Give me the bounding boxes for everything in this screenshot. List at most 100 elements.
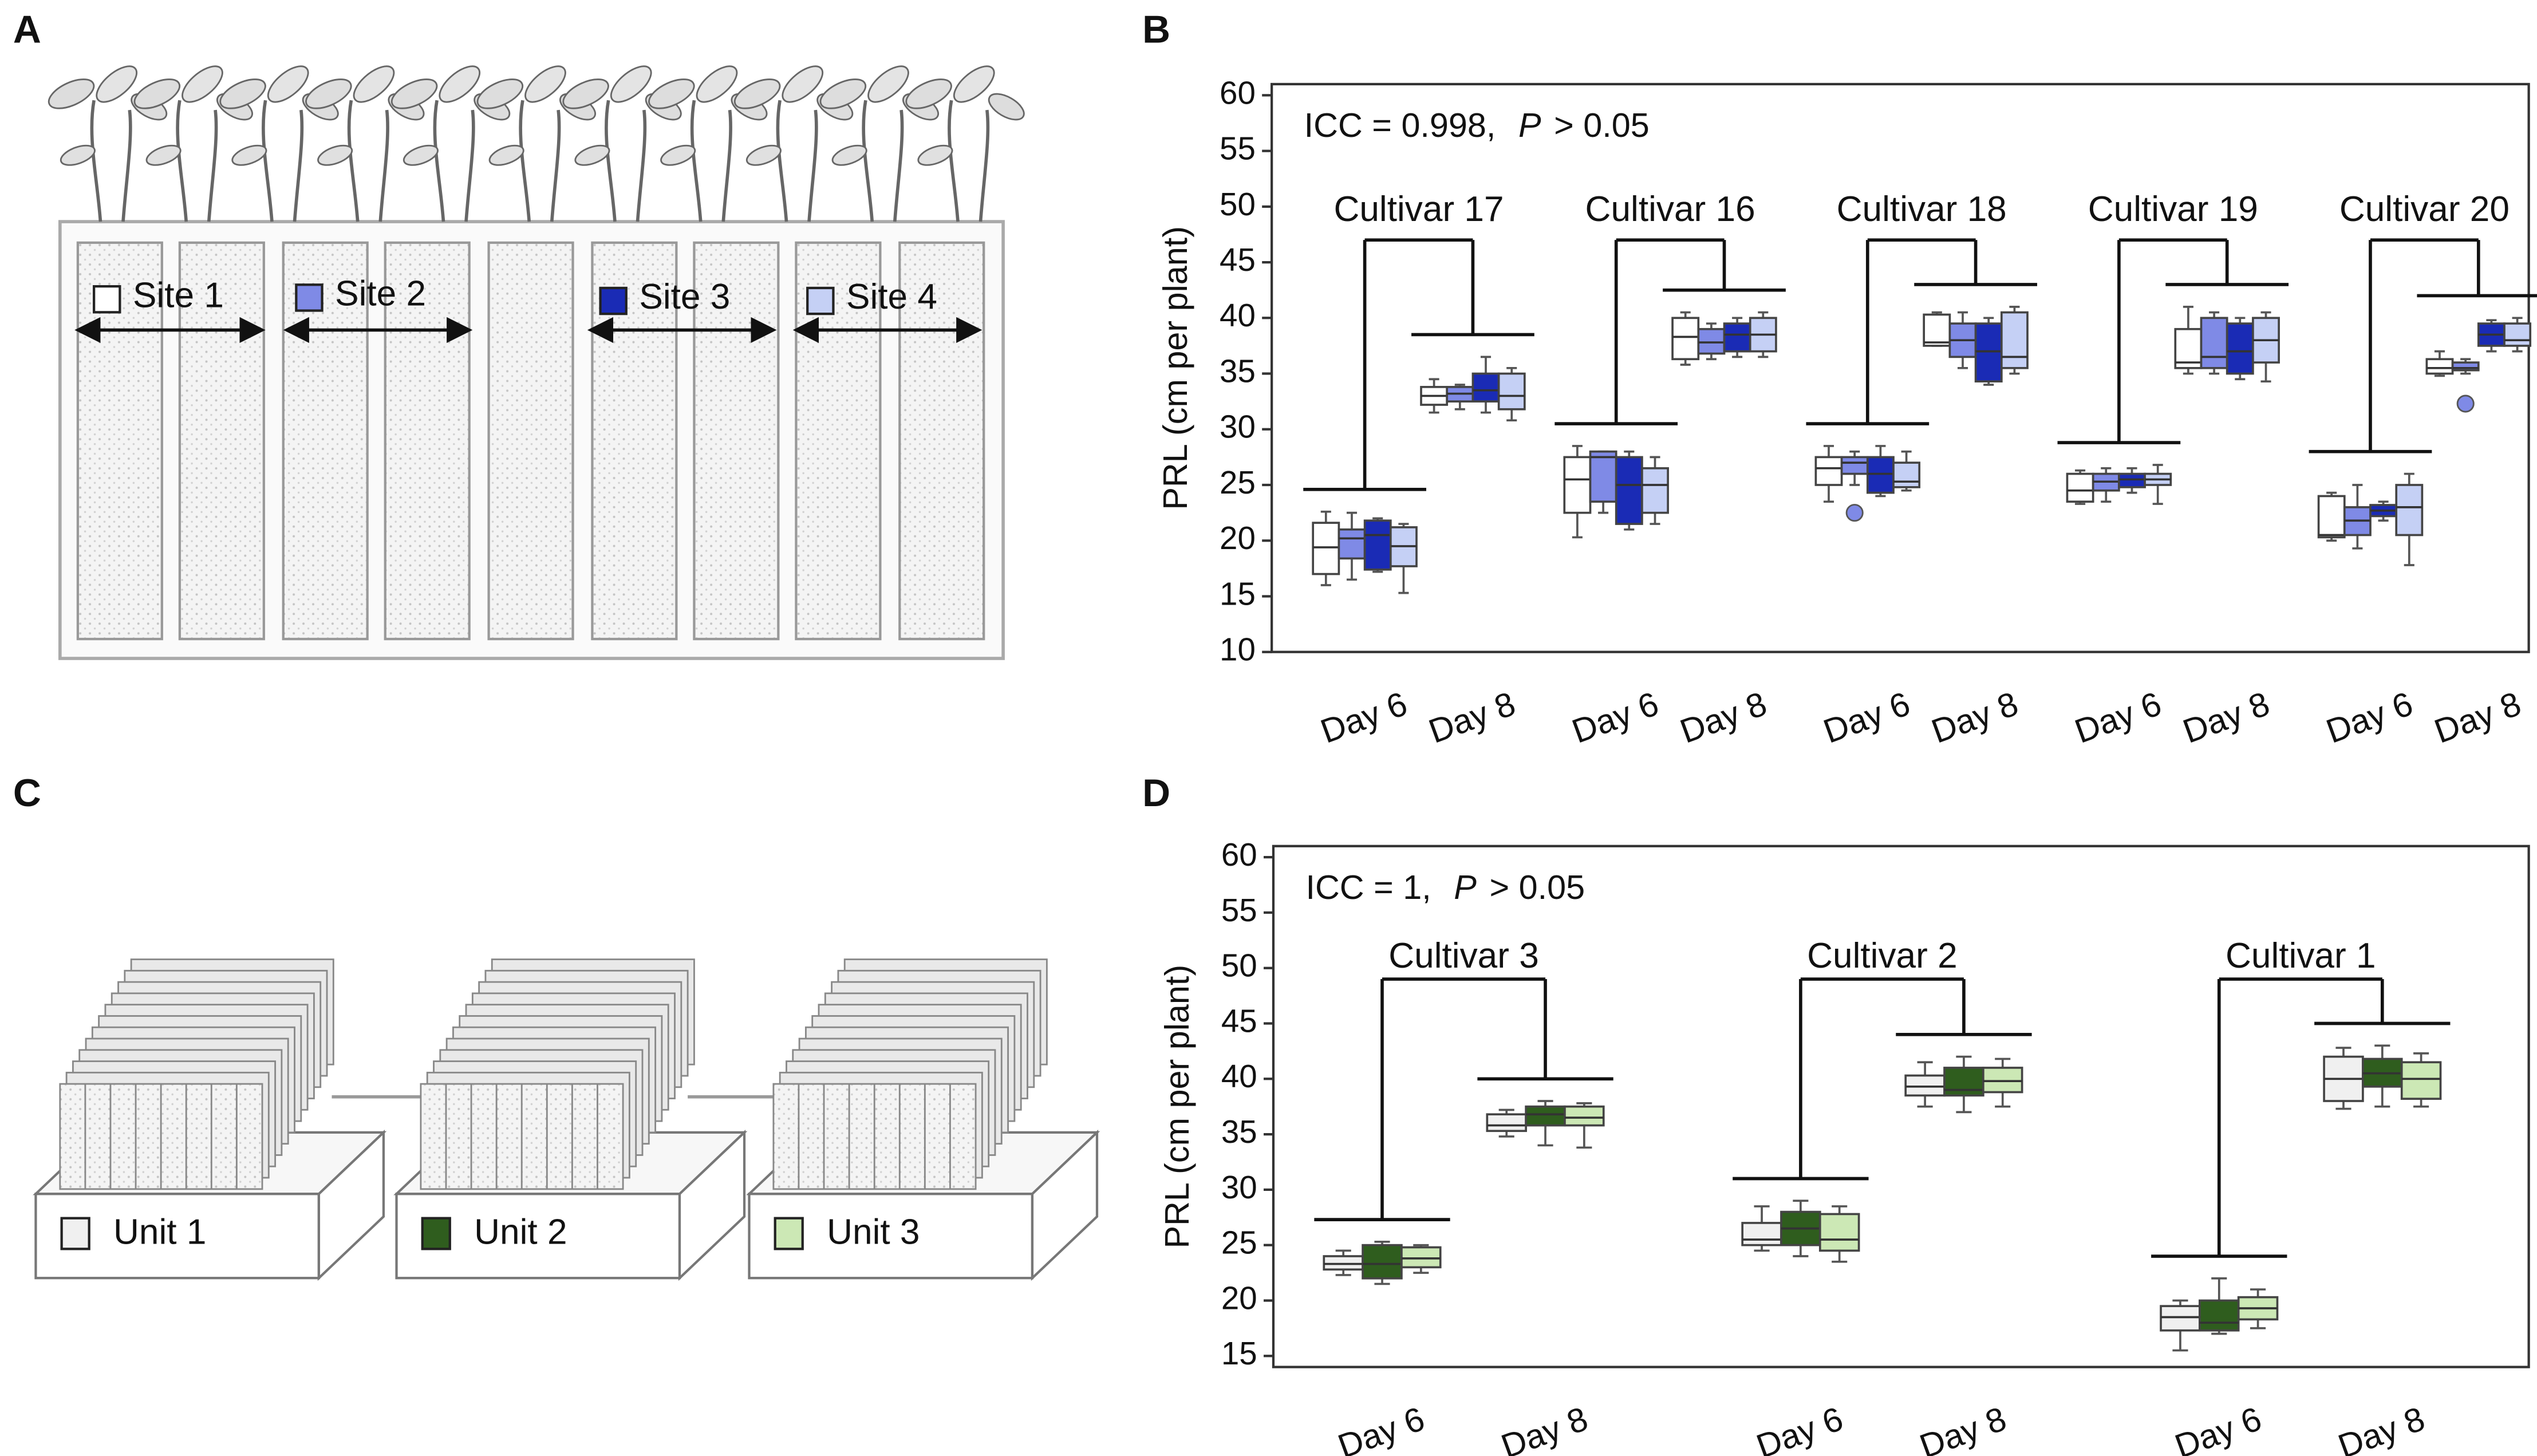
stem xyxy=(433,100,445,222)
legend-swatch xyxy=(295,283,323,312)
box-body xyxy=(1323,1255,1364,1271)
stem xyxy=(807,109,818,222)
p-text: > 0.05 xyxy=(1489,868,1585,906)
legend-swatch xyxy=(774,1217,804,1250)
x-tick-label: Day 8 xyxy=(1915,1399,2011,1456)
box xyxy=(1840,450,1869,522)
unit: Unit 1 xyxy=(33,958,387,1281)
stem xyxy=(347,100,360,222)
box-body xyxy=(1671,317,1700,361)
box-body xyxy=(1866,456,1895,494)
box xyxy=(1446,384,1474,411)
stem xyxy=(776,100,788,222)
box-body xyxy=(1589,450,1617,503)
unit: Unit 3 xyxy=(746,958,1100,1281)
leaf xyxy=(60,144,96,166)
y-tick-label: 45 xyxy=(1221,1003,1257,1039)
leaf xyxy=(476,78,524,109)
stem xyxy=(90,100,102,222)
bracket xyxy=(1314,977,1613,1221)
stat-annotation: ICC = 1, P > 0.05 xyxy=(1305,868,1585,906)
box-body xyxy=(1904,1074,1946,1097)
charts: 10 15 20 25 30 35 40 45 50 55 60 PRL (cm per plant)… xyxy=(1156,74,2537,1456)
root-column xyxy=(487,241,574,641)
seedling xyxy=(905,65,1025,222)
root-column xyxy=(384,241,471,641)
x-tick-label: Day 8 xyxy=(1423,684,1520,751)
box-body xyxy=(1563,456,1592,514)
legend-label: Site 2 xyxy=(335,274,426,313)
stem xyxy=(978,109,990,222)
x-tick-label: Day 6 xyxy=(1333,1399,1430,1456)
box-body xyxy=(1723,322,1751,353)
y-tick-label: 40 xyxy=(1221,1058,1257,1094)
box-body xyxy=(1974,322,2003,382)
y-tick-label: 40 xyxy=(1220,297,1256,333)
box xyxy=(1641,456,1669,525)
y-tick-label: 60 xyxy=(1220,74,1256,111)
box-body xyxy=(1982,1067,2023,1094)
box xyxy=(2395,472,2424,566)
box xyxy=(1337,511,1366,581)
root-column xyxy=(178,241,265,641)
leaf xyxy=(905,78,952,109)
box xyxy=(2425,350,2454,377)
outlier xyxy=(1845,504,1864,522)
leaf xyxy=(145,144,182,166)
stem xyxy=(550,109,561,222)
leaf xyxy=(831,144,867,166)
box-body xyxy=(2226,322,2254,375)
y-tick-label: 35 xyxy=(1220,353,1256,389)
box xyxy=(1615,450,1643,531)
x-tick-label: Day 6 xyxy=(1751,1399,1848,1456)
box-body xyxy=(1814,456,1843,486)
box-body xyxy=(1337,528,1366,560)
box-body xyxy=(1312,522,1340,575)
y-tick-label: 35 xyxy=(1221,1114,1257,1150)
tray-side xyxy=(678,1129,746,1281)
bracket xyxy=(1733,977,2032,1181)
leaf xyxy=(733,78,781,109)
leaf xyxy=(562,78,609,109)
stem xyxy=(690,100,703,222)
box-body xyxy=(1943,1067,1984,1097)
group-label: Cultivar 18 xyxy=(1837,190,2007,229)
stem xyxy=(293,109,304,222)
box xyxy=(1866,445,1895,498)
leaf xyxy=(524,65,566,103)
leaf xyxy=(353,65,395,103)
stat-annotation: ICC = 0.998, P > 0.05 xyxy=(1304,106,1650,144)
leaf xyxy=(231,144,267,166)
box xyxy=(2092,467,2120,503)
box xyxy=(2226,317,2254,381)
stem xyxy=(893,109,904,222)
box xyxy=(1948,311,1977,369)
box xyxy=(1471,356,1500,414)
y-tick-label: 10 xyxy=(1220,632,1256,668)
y-axis-label: PRL (cm per plant) xyxy=(1158,965,1196,1249)
tray-side xyxy=(317,1129,385,1281)
x-tick-label: Day 6 xyxy=(1316,684,1412,751)
panel-c: Unit 1 Unit 2 Unit 3 xyxy=(33,958,1100,1281)
box xyxy=(1741,1205,1782,1252)
leaf xyxy=(574,144,610,166)
box-body xyxy=(2066,472,2094,503)
x-tick-label: Day 6 xyxy=(2170,1399,2267,1456)
leaf xyxy=(819,78,867,109)
box xyxy=(1697,322,1726,361)
plot-frame xyxy=(1271,82,2530,653)
y-tick-label: 25 xyxy=(1221,1225,1257,1261)
panel-label: B xyxy=(1142,8,1170,51)
box xyxy=(2400,1052,2442,1108)
stem xyxy=(378,109,389,222)
box xyxy=(1563,445,1592,539)
box-body xyxy=(2118,472,2146,488)
box xyxy=(2144,464,2172,505)
stem xyxy=(262,100,274,222)
box xyxy=(2343,484,2372,550)
box xyxy=(2200,311,2228,375)
x-tick-label: Day 8 xyxy=(2178,684,2275,751)
box-body xyxy=(1497,372,1526,411)
box xyxy=(1818,1205,1860,1263)
box xyxy=(2199,1277,2240,1335)
